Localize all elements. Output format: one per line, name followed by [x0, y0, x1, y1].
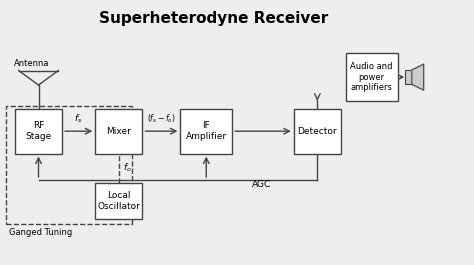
- Text: Antenna: Antenna: [14, 59, 49, 68]
- Text: $f_s$: $f_s$: [74, 112, 83, 125]
- Text: Audio and
power
amplifiers: Audio and power amplifiers: [350, 62, 393, 92]
- Text: Superheterodyne Receiver: Superheterodyne Receiver: [99, 11, 328, 26]
- FancyBboxPatch shape: [95, 183, 143, 219]
- Text: AGC: AGC: [252, 180, 272, 188]
- FancyBboxPatch shape: [180, 109, 232, 154]
- FancyBboxPatch shape: [294, 109, 341, 154]
- Text: Local
Oscillator: Local Oscillator: [98, 191, 140, 211]
- Text: Mixer: Mixer: [106, 127, 131, 136]
- Text: $f_o$: $f_o$: [123, 162, 131, 174]
- FancyBboxPatch shape: [405, 70, 412, 84]
- Text: Detector: Detector: [298, 127, 337, 136]
- Text: IF
Amplifier: IF Amplifier: [186, 121, 227, 141]
- Polygon shape: [412, 64, 424, 90]
- FancyBboxPatch shape: [15, 109, 62, 154]
- Text: RF
Stage: RF Stage: [26, 121, 52, 141]
- FancyBboxPatch shape: [95, 109, 143, 154]
- Text: Ganged Tuning: Ganged Tuning: [9, 228, 72, 237]
- FancyBboxPatch shape: [346, 54, 398, 101]
- Text: $(f_s-f_o)$: $(f_s-f_o)$: [147, 112, 176, 125]
